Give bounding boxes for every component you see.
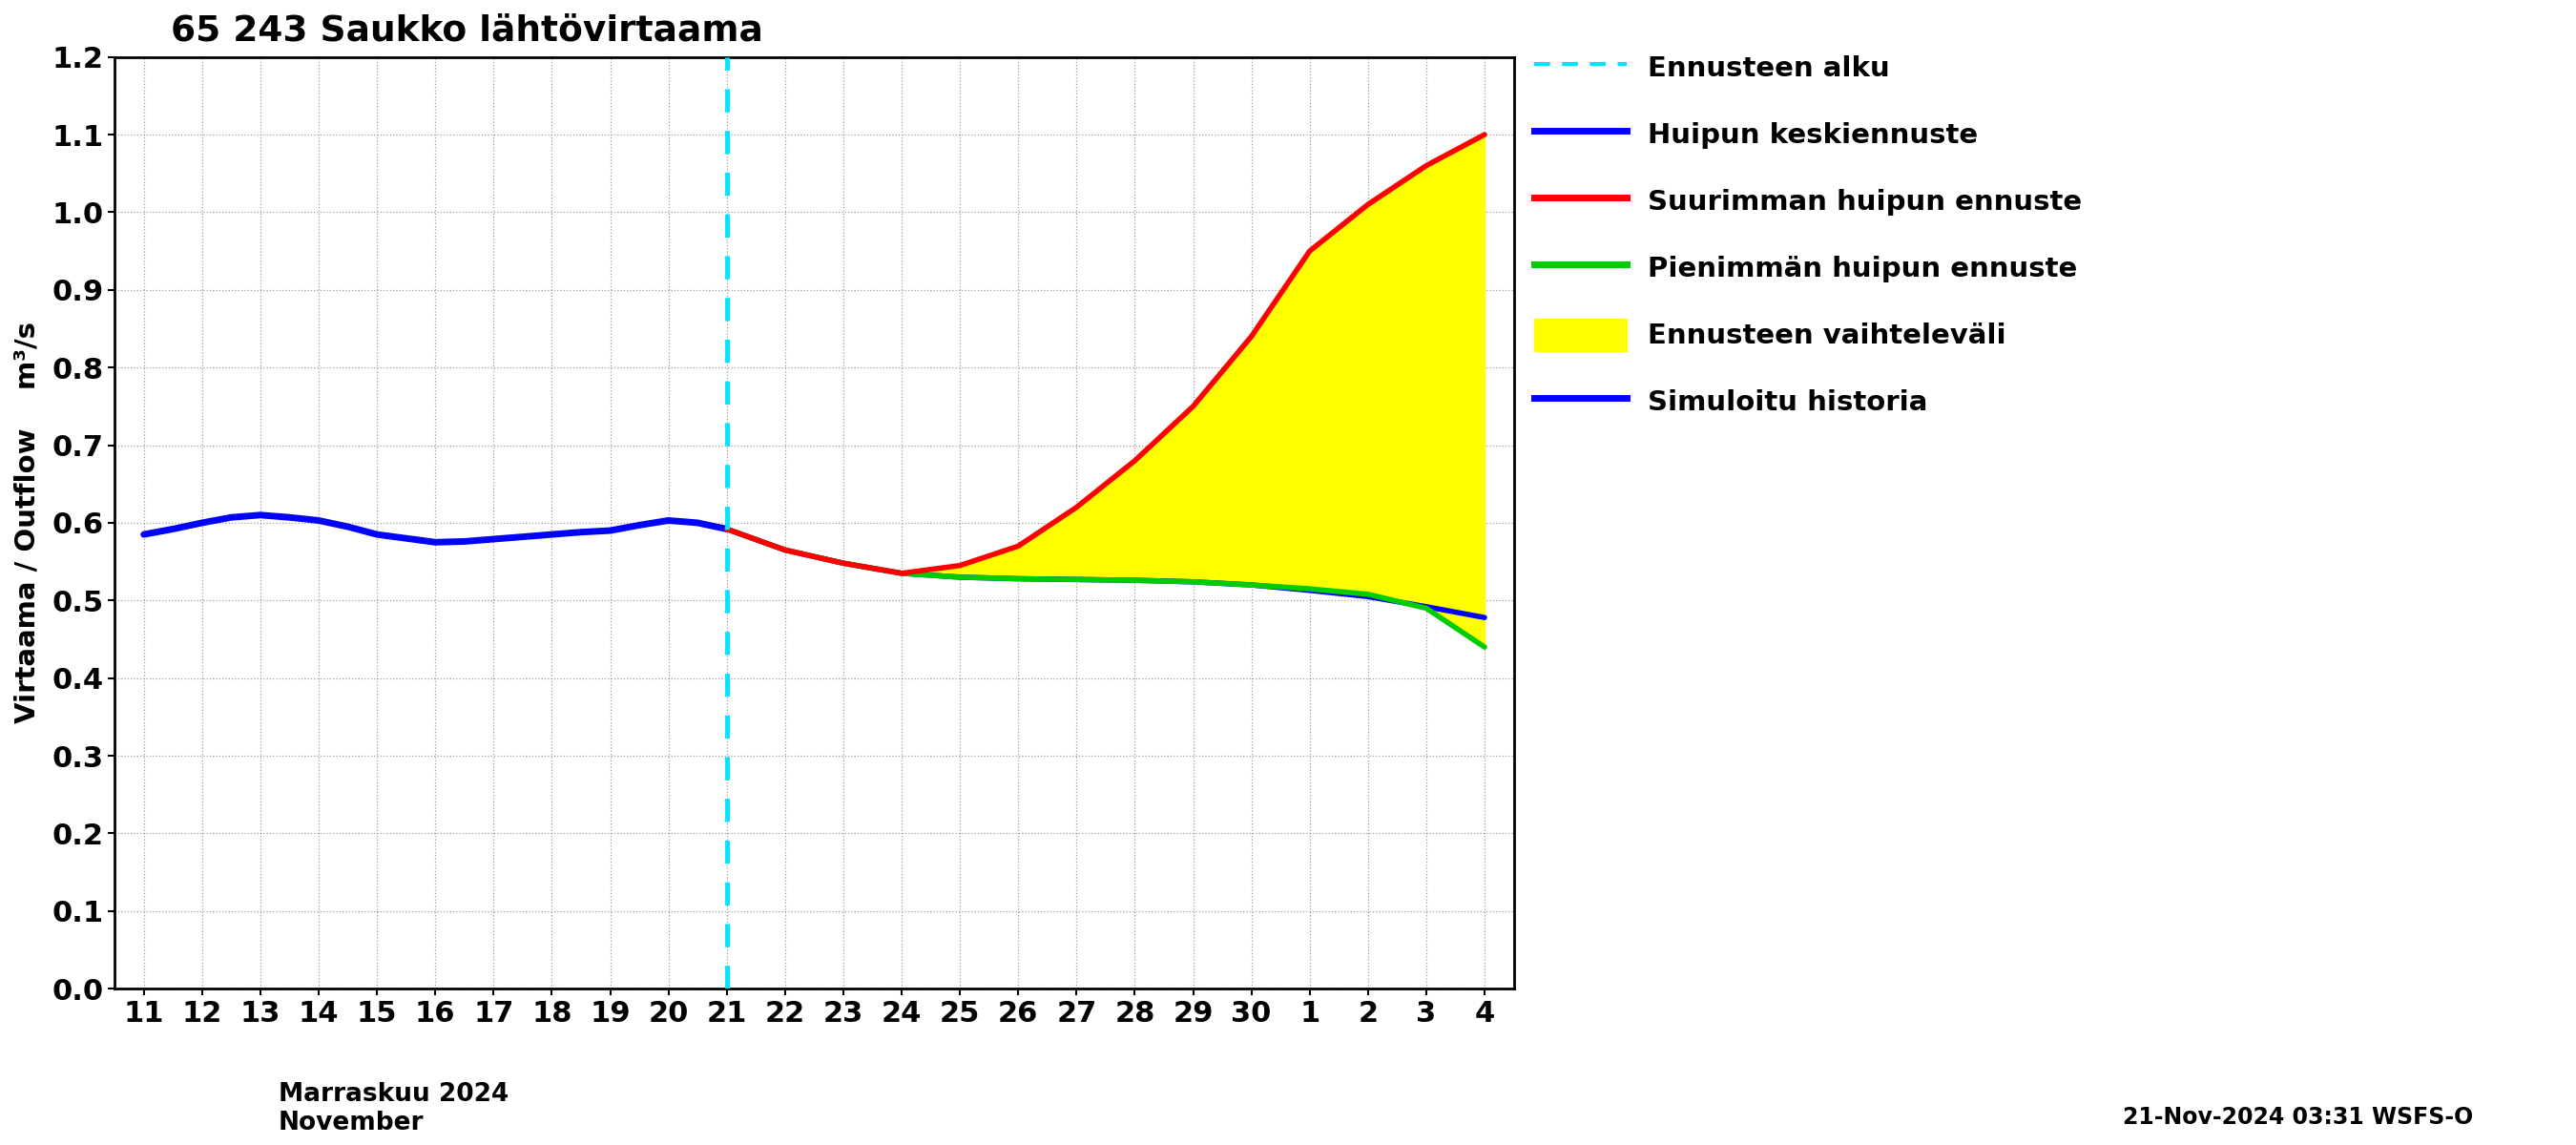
- Text: 65 243 Saukko lähtövirtaama: 65 243 Saukko lähtövirtaama: [170, 14, 762, 48]
- Legend: Ennusteen alku, Huipun keskiennuste, Suurimman huipun ennuste, Pienimmän huipun : Ennusteen alku, Huipun keskiennuste, Suu…: [1533, 52, 2081, 418]
- Text: 21-Nov-2024 03:31 WSFS-O: 21-Nov-2024 03:31 WSFS-O: [2123, 1106, 2473, 1129]
- Text: Marraskuu 2024
November: Marraskuu 2024 November: [278, 1082, 507, 1136]
- Y-axis label: Virtaama / Outflow    m³/s: Virtaama / Outflow m³/s: [15, 322, 41, 724]
